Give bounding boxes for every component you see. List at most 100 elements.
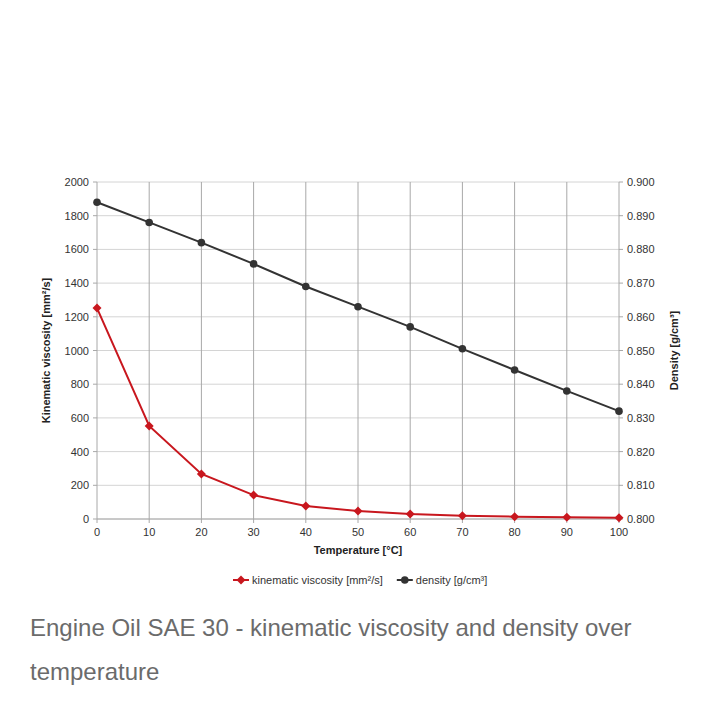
series-point bbox=[406, 323, 414, 331]
x-grid-line bbox=[410, 182, 411, 519]
series-point bbox=[458, 511, 467, 520]
x-tick-label: 30 bbox=[247, 526, 259, 538]
legend-label: density [g/cm³] bbox=[416, 574, 488, 586]
series-point bbox=[250, 260, 258, 268]
x-tick bbox=[201, 519, 202, 523]
y-tick-label: 1200 bbox=[65, 311, 89, 323]
series-point bbox=[93, 304, 102, 313]
series-point bbox=[459, 345, 467, 353]
x-tick-label: 90 bbox=[561, 526, 573, 538]
x-tick bbox=[253, 519, 254, 523]
legend-marker bbox=[401, 576, 409, 584]
legend: kinematic viscosity [mm²/s] density [g/cm… bbox=[233, 574, 487, 586]
y-tick bbox=[93, 384, 97, 385]
chart-svg: 0102030405060708090100020040060080010001… bbox=[0, 0, 720, 711]
series-line bbox=[97, 202, 619, 411]
y-tick bbox=[93, 215, 97, 216]
x-grid-line bbox=[253, 182, 254, 519]
y2-tick-label: 0.820 bbox=[627, 446, 655, 458]
x-axis-title: Temperature [°C] bbox=[314, 544, 403, 556]
y-tick bbox=[93, 283, 97, 284]
y2-tick-label: 0.830 bbox=[627, 412, 655, 424]
series-point bbox=[93, 198, 101, 206]
y2-tick bbox=[619, 384, 623, 385]
y-tick bbox=[93, 182, 97, 183]
series-point bbox=[562, 513, 571, 522]
y-tick-label: 600 bbox=[71, 412, 89, 424]
y-tick-label: 200 bbox=[71, 479, 89, 491]
series-point bbox=[615, 513, 624, 522]
y2-tick bbox=[619, 417, 623, 418]
y-tick-label: 1800 bbox=[65, 210, 89, 222]
y2-tick bbox=[619, 182, 623, 183]
legend-label: kinematic viscosity [mm²/s] bbox=[252, 574, 383, 586]
y2-tick-label: 0.900 bbox=[627, 176, 655, 188]
x-tick-label: 10 bbox=[143, 526, 155, 538]
x-tick-label: 0 bbox=[94, 526, 100, 538]
y2-tick-label: 0.840 bbox=[627, 378, 655, 390]
y2-tick bbox=[619, 485, 623, 486]
x-tick bbox=[358, 519, 359, 523]
series-point bbox=[198, 239, 206, 247]
grid bbox=[97, 182, 619, 519]
y2-tick-label: 0.860 bbox=[627, 311, 655, 323]
x-tick bbox=[410, 519, 411, 523]
y2-tick bbox=[619, 283, 623, 284]
y2-tick-label: 0.810 bbox=[627, 479, 655, 491]
y-tick bbox=[93, 519, 97, 520]
y2-tick-label: 0.800 bbox=[627, 513, 655, 525]
x-tick-label: 60 bbox=[404, 526, 416, 538]
chart-title: Engine Oil SAE 30 - kinematic viscosity … bbox=[30, 606, 680, 694]
series-point bbox=[354, 507, 363, 516]
y-tick bbox=[93, 417, 97, 418]
y-tick bbox=[93, 485, 97, 486]
y2-tick bbox=[619, 350, 623, 351]
x-grid-line bbox=[201, 182, 202, 519]
series-point bbox=[563, 387, 571, 395]
series-point bbox=[406, 509, 415, 518]
y-tick-label: 800 bbox=[71, 378, 89, 390]
y-tick-label: 1000 bbox=[65, 345, 89, 357]
series-point bbox=[145, 421, 154, 430]
y-tick bbox=[93, 249, 97, 250]
x-tick-label: 70 bbox=[456, 526, 468, 538]
plot-area bbox=[93, 198, 624, 522]
y-tick-label: 400 bbox=[71, 446, 89, 458]
y-tick-label: 1600 bbox=[65, 243, 89, 255]
y2-tick-label: 0.880 bbox=[627, 243, 655, 255]
series-point bbox=[145, 219, 153, 227]
x-tick bbox=[305, 519, 306, 523]
y-tick-label: 0 bbox=[83, 513, 89, 525]
y2-tick bbox=[619, 215, 623, 216]
x-tick bbox=[149, 519, 150, 523]
series-point bbox=[197, 470, 206, 479]
series-line bbox=[97, 308, 619, 518]
y-tick-label: 2000 bbox=[65, 176, 89, 188]
series-point bbox=[249, 491, 258, 500]
y2-tick bbox=[619, 316, 623, 317]
y-axis-title: Kinematic viscosity [mm²/s] bbox=[40, 277, 52, 423]
x-grid-line bbox=[566, 182, 567, 519]
series-point bbox=[301, 502, 310, 511]
series-point bbox=[511, 366, 519, 374]
y2-tick-label: 0.870 bbox=[627, 277, 655, 289]
x-tick-label: 100 bbox=[610, 526, 628, 538]
x-grid-line bbox=[358, 182, 359, 519]
x-grid-line bbox=[149, 182, 150, 519]
y2-tick-label: 0.850 bbox=[627, 345, 655, 357]
y2-tick bbox=[619, 451, 623, 452]
x-tick bbox=[97, 519, 98, 523]
x-tick-label: 80 bbox=[508, 526, 520, 538]
y-tick bbox=[93, 350, 97, 351]
series-point bbox=[354, 303, 362, 311]
x-grid-line bbox=[305, 182, 306, 519]
series-point bbox=[302, 283, 310, 291]
x-grid-line bbox=[514, 182, 515, 519]
x-tick-label: 20 bbox=[195, 526, 207, 538]
y2-tick-label: 0.890 bbox=[627, 210, 655, 222]
y2-axis-title: Density [g/cm³] bbox=[668, 310, 680, 390]
chart-container: 0102030405060708090100020040060080010001… bbox=[0, 0, 720, 711]
y-tick bbox=[93, 451, 97, 452]
y-tick-label: 1400 bbox=[65, 277, 89, 289]
x-tick-label: 50 bbox=[352, 526, 364, 538]
